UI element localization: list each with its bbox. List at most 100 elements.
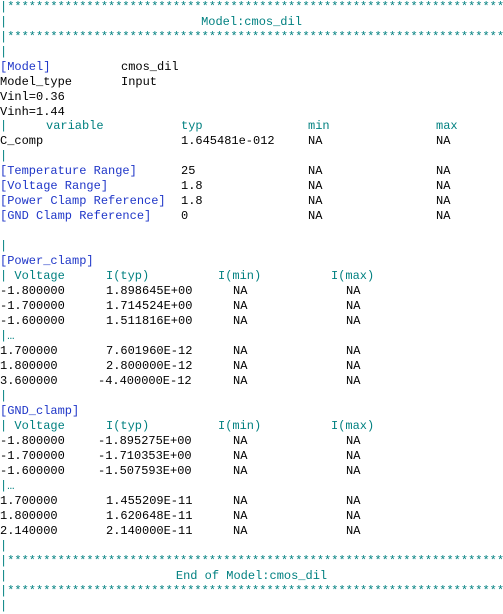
cell-i-min: NA [233, 299, 248, 313]
cell-voltage: 2.140000 [0, 524, 58, 538]
power-clamp-row: -1.700000 1.714524E+00 NA NA [0, 299, 503, 314]
range-key: [GND Clamp Reference] [0, 209, 152, 223]
blank-comment-line: | [0, 149, 8, 163]
cell-i-max: NA [346, 284, 361, 298]
c-comp-row: C_comp 1.645481e-012 NA NA [0, 134, 503, 149]
blank-comment-line: | [0, 45, 8, 59]
cell-voltage: 1.700000 [0, 344, 58, 358]
cell-i-typ: -1.710353E+00 [98, 449, 192, 463]
cell-i-typ: 1.898645E+00 [106, 284, 193, 298]
cell-i-max: NA [346, 524, 361, 538]
param-header-typ: typ [181, 119, 203, 133]
gnd-clamp-row: 1.800000 1.620648E-11 NA NA [0, 509, 503, 524]
blank-comment-line: | [0, 599, 8, 613]
cell-voltage: -1.800000 [0, 284, 65, 298]
power-clamp-row: -1.600000 1.511816E+00 NA NA [0, 314, 503, 329]
cell-i-min: NA [233, 284, 248, 298]
range-min: NA [308, 164, 323, 178]
cell-i-max: NA [346, 359, 361, 373]
cell-i-typ: 7.601960E-12 [106, 344, 193, 358]
cell-i-typ: 1.511816E+00 [106, 314, 193, 328]
blank-comment-line: | [0, 239, 8, 253]
model-keyword: [Model] [0, 60, 51, 74]
gnd-clamp-header-max: I(max) [331, 419, 375, 433]
cell-i-max: NA [346, 509, 361, 523]
model-line: [Model] cmos_dil [0, 60, 503, 75]
cell-i-min: NA [233, 494, 248, 508]
gnd-clamp-header-typ: I(typ) [106, 419, 150, 433]
range-typ: 0 [181, 209, 189, 223]
range-min: NA [308, 179, 323, 193]
model-name: cmos_dil [121, 60, 179, 74]
footer-border-top: |***************************************… [0, 554, 503, 568]
footer-pipe: | [0, 569, 8, 583]
gnd-clamp-ellipsis: |… [0, 479, 15, 493]
cell-i-typ: -1.507593E+00 [98, 464, 192, 478]
range-row: [Temperature Range] 25 NA NA [0, 164, 503, 179]
gnd-clamp-row: 2.140000 2.140000E-11 NA NA [0, 524, 503, 539]
power-clamp-header-max: I(max) [331, 269, 375, 283]
cell-voltage: 1.700000 [0, 494, 58, 508]
power-clamp-header-typ: I(typ) [106, 269, 150, 283]
header-title: Model:cmos_dil [201, 15, 302, 29]
gnd-clamp-header-voltage: | Voltage [0, 419, 65, 433]
range-key: [Voltage Range] [0, 179, 109, 193]
cell-i-max: NA [346, 344, 361, 358]
header-border-top: |***************************************… [0, 0, 503, 14]
param-header: | variable typ min max [0, 119, 503, 134]
cell-voltage: 1.800000 [0, 509, 58, 523]
gnd-clamp-row: 1.700000 1.455209E-11 NA NA [0, 494, 503, 509]
blank-comment-line: | [0, 389, 8, 403]
cell-i-min: NA [233, 374, 248, 388]
range-key: [Power Clamp Reference] [0, 194, 166, 208]
cell-voltage: -1.700000 [0, 299, 65, 313]
gnd-clamp-row: -1.700000 -1.710353E+00 NA NA [0, 449, 503, 464]
cell-voltage: -1.800000 [0, 434, 65, 448]
param-header-pipe: | [0, 119, 8, 133]
gnd-clamp-header-min: I(min) [218, 419, 262, 433]
cell-voltage: -1.700000 [0, 449, 65, 463]
cell-i-min: NA [233, 449, 248, 463]
param-header-variable: variable [46, 119, 104, 133]
gnd-clamp-header: | Voltage I(typ) I(min) I(max) [0, 419, 503, 434]
power-clamp-row: 3.600000 -4.400000E-12 NA NA [0, 374, 503, 389]
cell-i-typ: -4.400000E-12 [98, 374, 192, 388]
cell-i-min: NA [233, 509, 248, 523]
cell-i-min: NA [233, 464, 248, 478]
cell-i-typ: 2.800000E-12 [106, 359, 193, 373]
range-max: NA [436, 164, 451, 178]
range-row: [GND Clamp Reference] 0 NA NA [0, 209, 503, 224]
power-clamp-row: 1.800000 2.800000E-12 NA NA [0, 359, 503, 374]
cell-voltage: 3.600000 [0, 374, 58, 388]
header-border-bottom: |***************************************… [0, 30, 503, 44]
cell-i-typ: -1.895275E+00 [98, 434, 192, 448]
model-type-value: Input [121, 75, 158, 89]
cell-voltage: -1.600000 [0, 464, 65, 478]
blank-comment-line: | [0, 539, 8, 553]
power-clamp-header-voltage: | Voltage [0, 269, 65, 283]
power-clamp-header-min: I(min) [218, 269, 262, 283]
range-max: NA [436, 194, 451, 208]
power-clamp-ellipsis: |… [0, 329, 15, 343]
c-comp-min: NA [308, 134, 323, 148]
vinl-line: Vinl=0.36 [0, 90, 65, 104]
gnd-clamp-row: -1.600000 -1.507593E+00 NA NA [0, 464, 503, 479]
header-pipe: | [0, 15, 8, 29]
range-min: NA [308, 194, 323, 208]
range-typ: 25 [181, 164, 196, 178]
cell-i-max: NA [346, 374, 361, 388]
range-max: NA [436, 179, 451, 193]
range-key: [Temperature Range] [0, 164, 137, 178]
cell-i-min: NA [233, 344, 248, 358]
footer-border-bottom: |***************************************… [0, 584, 503, 598]
footer-title: End of Model:cmos_dil [175, 569, 328, 583]
cell-i-typ: 1.714524E+00 [106, 299, 193, 313]
cell-i-max: NA [346, 464, 361, 478]
cell-i-max: NA [346, 494, 361, 508]
cell-i-min: NA [233, 524, 248, 538]
cell-i-min: NA [233, 359, 248, 373]
range-min: NA [308, 209, 323, 223]
range-row: [Voltage Range] 1.8 NA NA [0, 179, 503, 194]
param-header-min: min [308, 119, 330, 133]
cell-i-max: NA [346, 314, 361, 328]
